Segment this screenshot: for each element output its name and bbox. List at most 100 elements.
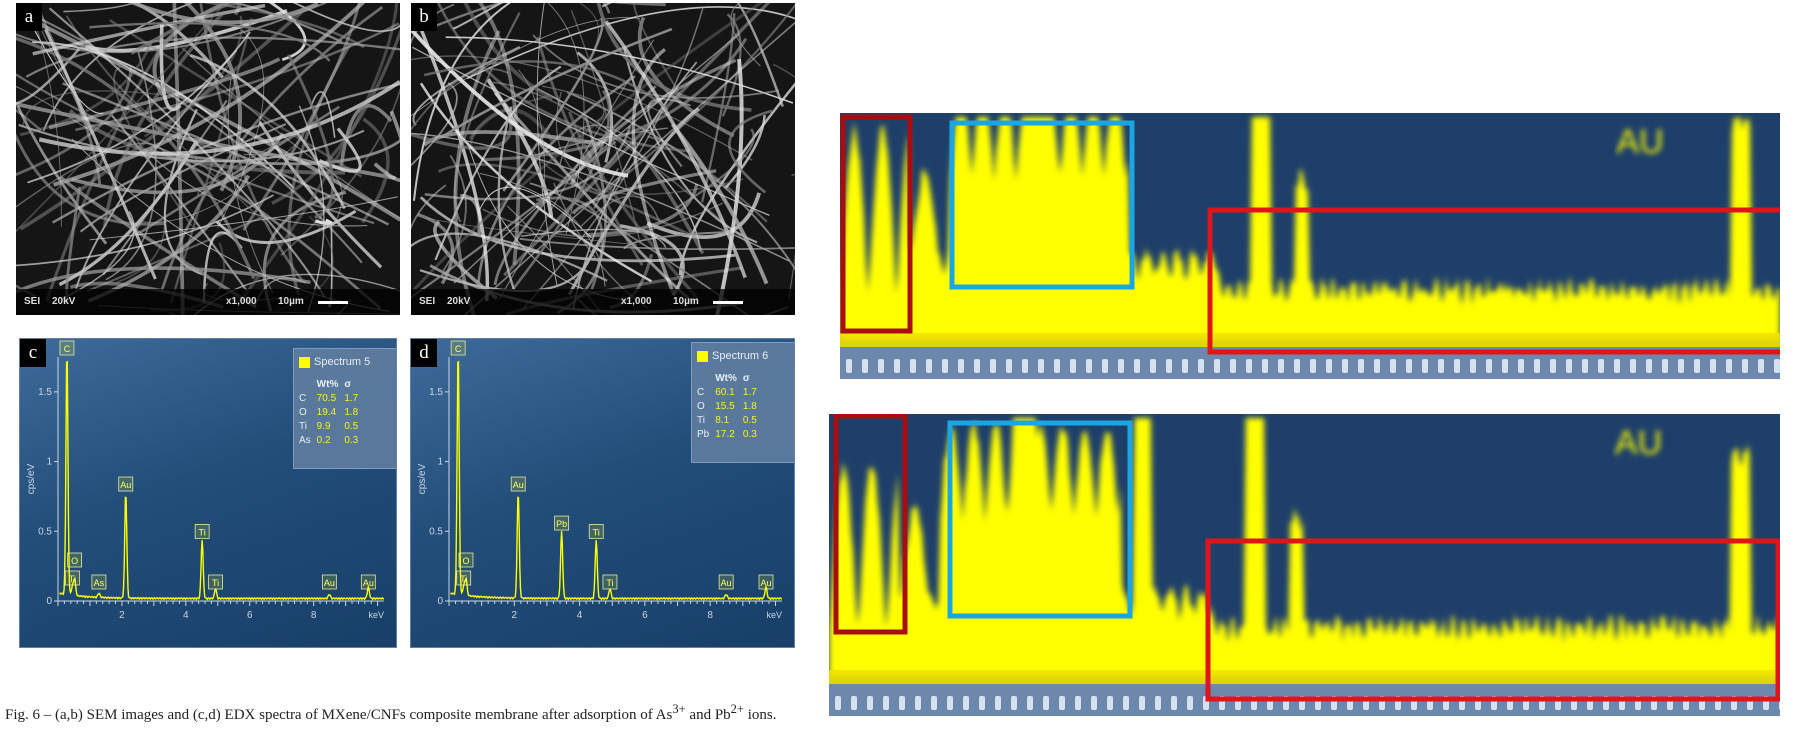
wt-cell: 60.1 — [715, 386, 735, 398]
highlight-box-blue — [947, 420, 1133, 619]
fiber-strand — [593, 167, 619, 209]
peak-label-text: Ti — [212, 578, 219, 588]
zoom-tick — [1438, 359, 1444, 373]
zoom-tick — [883, 696, 889, 710]
fiber-strand — [241, 3, 399, 300]
fiber-strand — [670, 123, 769, 285]
peak-label: Au — [718, 574, 734, 590]
peak-label: Ti — [194, 524, 210, 539]
fiber-strand — [477, 3, 521, 265]
zoom-tick — [942, 359, 948, 373]
caption-superscript: 3+ — [672, 702, 686, 716]
fiber-strand — [68, 109, 345, 175]
peak-label: Au — [510, 476, 526, 492]
sem-mode: SEI — [24, 296, 41, 307]
legend-spectrum-name: Spectrum 5 — [314, 356, 371, 368]
fiber-texture — [411, 3, 795, 315]
fiber-strand — [503, 3, 771, 277]
fiber-strand — [423, 60, 669, 112]
highlight-box-red — [1205, 538, 1780, 702]
zoom-tick — [1518, 359, 1524, 373]
zoom-tick — [958, 359, 964, 373]
fiber-strand — [728, 109, 773, 194]
fiber-strand — [32, 3, 266, 56]
fiber-strand — [452, 3, 503, 30]
sigma-cell: 0.5 — [742, 414, 757, 426]
peak-label: As — [91, 574, 107, 590]
peak-label: Ti — [64, 570, 80, 586]
element-cell: O — [299, 406, 307, 418]
fiber-strand — [532, 34, 780, 99]
zoom-tick — [851, 696, 857, 710]
fiber-strand — [22, 90, 161, 126]
zoom-tick — [995, 696, 1001, 710]
x-tick-label: 4 — [577, 610, 583, 621]
fiber-strand — [144, 148, 368, 227]
peak-label: Au — [118, 476, 134, 492]
peak-label-text: O — [462, 556, 469, 566]
fiber-strand — [63, 3, 136, 13]
zoom-tick — [894, 359, 900, 373]
table-header: Wt% — [316, 378, 339, 390]
zoom-tick — [1182, 359, 1188, 373]
peak-label: Ti — [602, 574, 618, 590]
fiber-strand — [113, 64, 193, 227]
x-tick-label: 6 — [642, 610, 648, 621]
zoom-tick — [1038, 359, 1044, 373]
zoom-tick — [1358, 359, 1364, 373]
fiber-strand — [445, 36, 794, 104]
peak-label: Au — [758, 574, 774, 590]
fiber-strand — [425, 217, 637, 246]
zoom-tick — [867, 696, 873, 710]
fiber-strand — [38, 80, 400, 156]
zoom-tick — [1710, 359, 1716, 373]
fiber-strand — [168, 134, 270, 227]
fiber-strand — [578, 3, 599, 50]
fiber-strand — [493, 85, 657, 286]
zoom-au-label: AU — [1616, 123, 1663, 161]
zoom-tick — [1406, 359, 1412, 373]
zoom-tick — [1694, 359, 1700, 373]
zoom-tick — [878, 359, 884, 373]
table-header — [697, 371, 715, 385]
x-tick-label: 8 — [707, 610, 713, 621]
composition-table: Wt% σ C 70.5 1.7 O 19.4 1.8 Ti 9.9 0.5 As 0.2 0.3 — [299, 377, 364, 447]
fiber-strand — [16, 109, 42, 132]
zoom-tick — [1486, 359, 1492, 373]
x-axis-label: keV — [766, 610, 782, 620]
fiber-strand — [74, 22, 400, 132]
panel-letter-b: b — [411, 3, 437, 31]
x-axis-label: keV — [368, 610, 384, 620]
fiber-strand — [463, 21, 795, 315]
zoom-tick — [1086, 359, 1092, 373]
peak-label-text: Ti — [69, 574, 76, 584]
peak-label-text: Au — [513, 480, 524, 490]
peak-label-text: Au — [120, 480, 131, 490]
zoom-tick — [1502, 359, 1508, 373]
highlight-box-blue — [949, 120, 1135, 290]
fiber-strand — [159, 24, 182, 112]
zoom-tick — [963, 696, 969, 710]
y-tick-label: 1 — [437, 457, 443, 468]
fiber-strand — [197, 125, 313, 197]
fiber-strand — [16, 67, 133, 177]
fiber-strand — [268, 3, 307, 62]
table-row: Ti 9.9 0.5 — [299, 419, 364, 433]
zoom-tick — [1454, 359, 1460, 373]
zoom-tick — [1534, 359, 1540, 373]
fiber-texture — [16, 3, 400, 315]
fiber-strand — [437, 3, 690, 153]
zoom-tick — [1107, 696, 1113, 710]
caption-text: Fig. 6 – (a,b) SEM images and (c,d) EDX … — [5, 707, 673, 723]
sem-mode: SEI — [419, 296, 436, 307]
fiber-strand — [131, 3, 224, 79]
zoom-tick — [899, 696, 905, 710]
peak-label-text: Ti — [460, 574, 467, 584]
fiber-strand — [637, 16, 735, 138]
wt-cell: 9.9 — [316, 420, 331, 432]
zoom-tick — [1054, 359, 1060, 373]
fiber-strand — [89, 196, 399, 241]
fiber-strand — [53, 3, 366, 187]
peak-label-text: Au — [721, 578, 732, 588]
fiber-strand — [65, 15, 220, 150]
